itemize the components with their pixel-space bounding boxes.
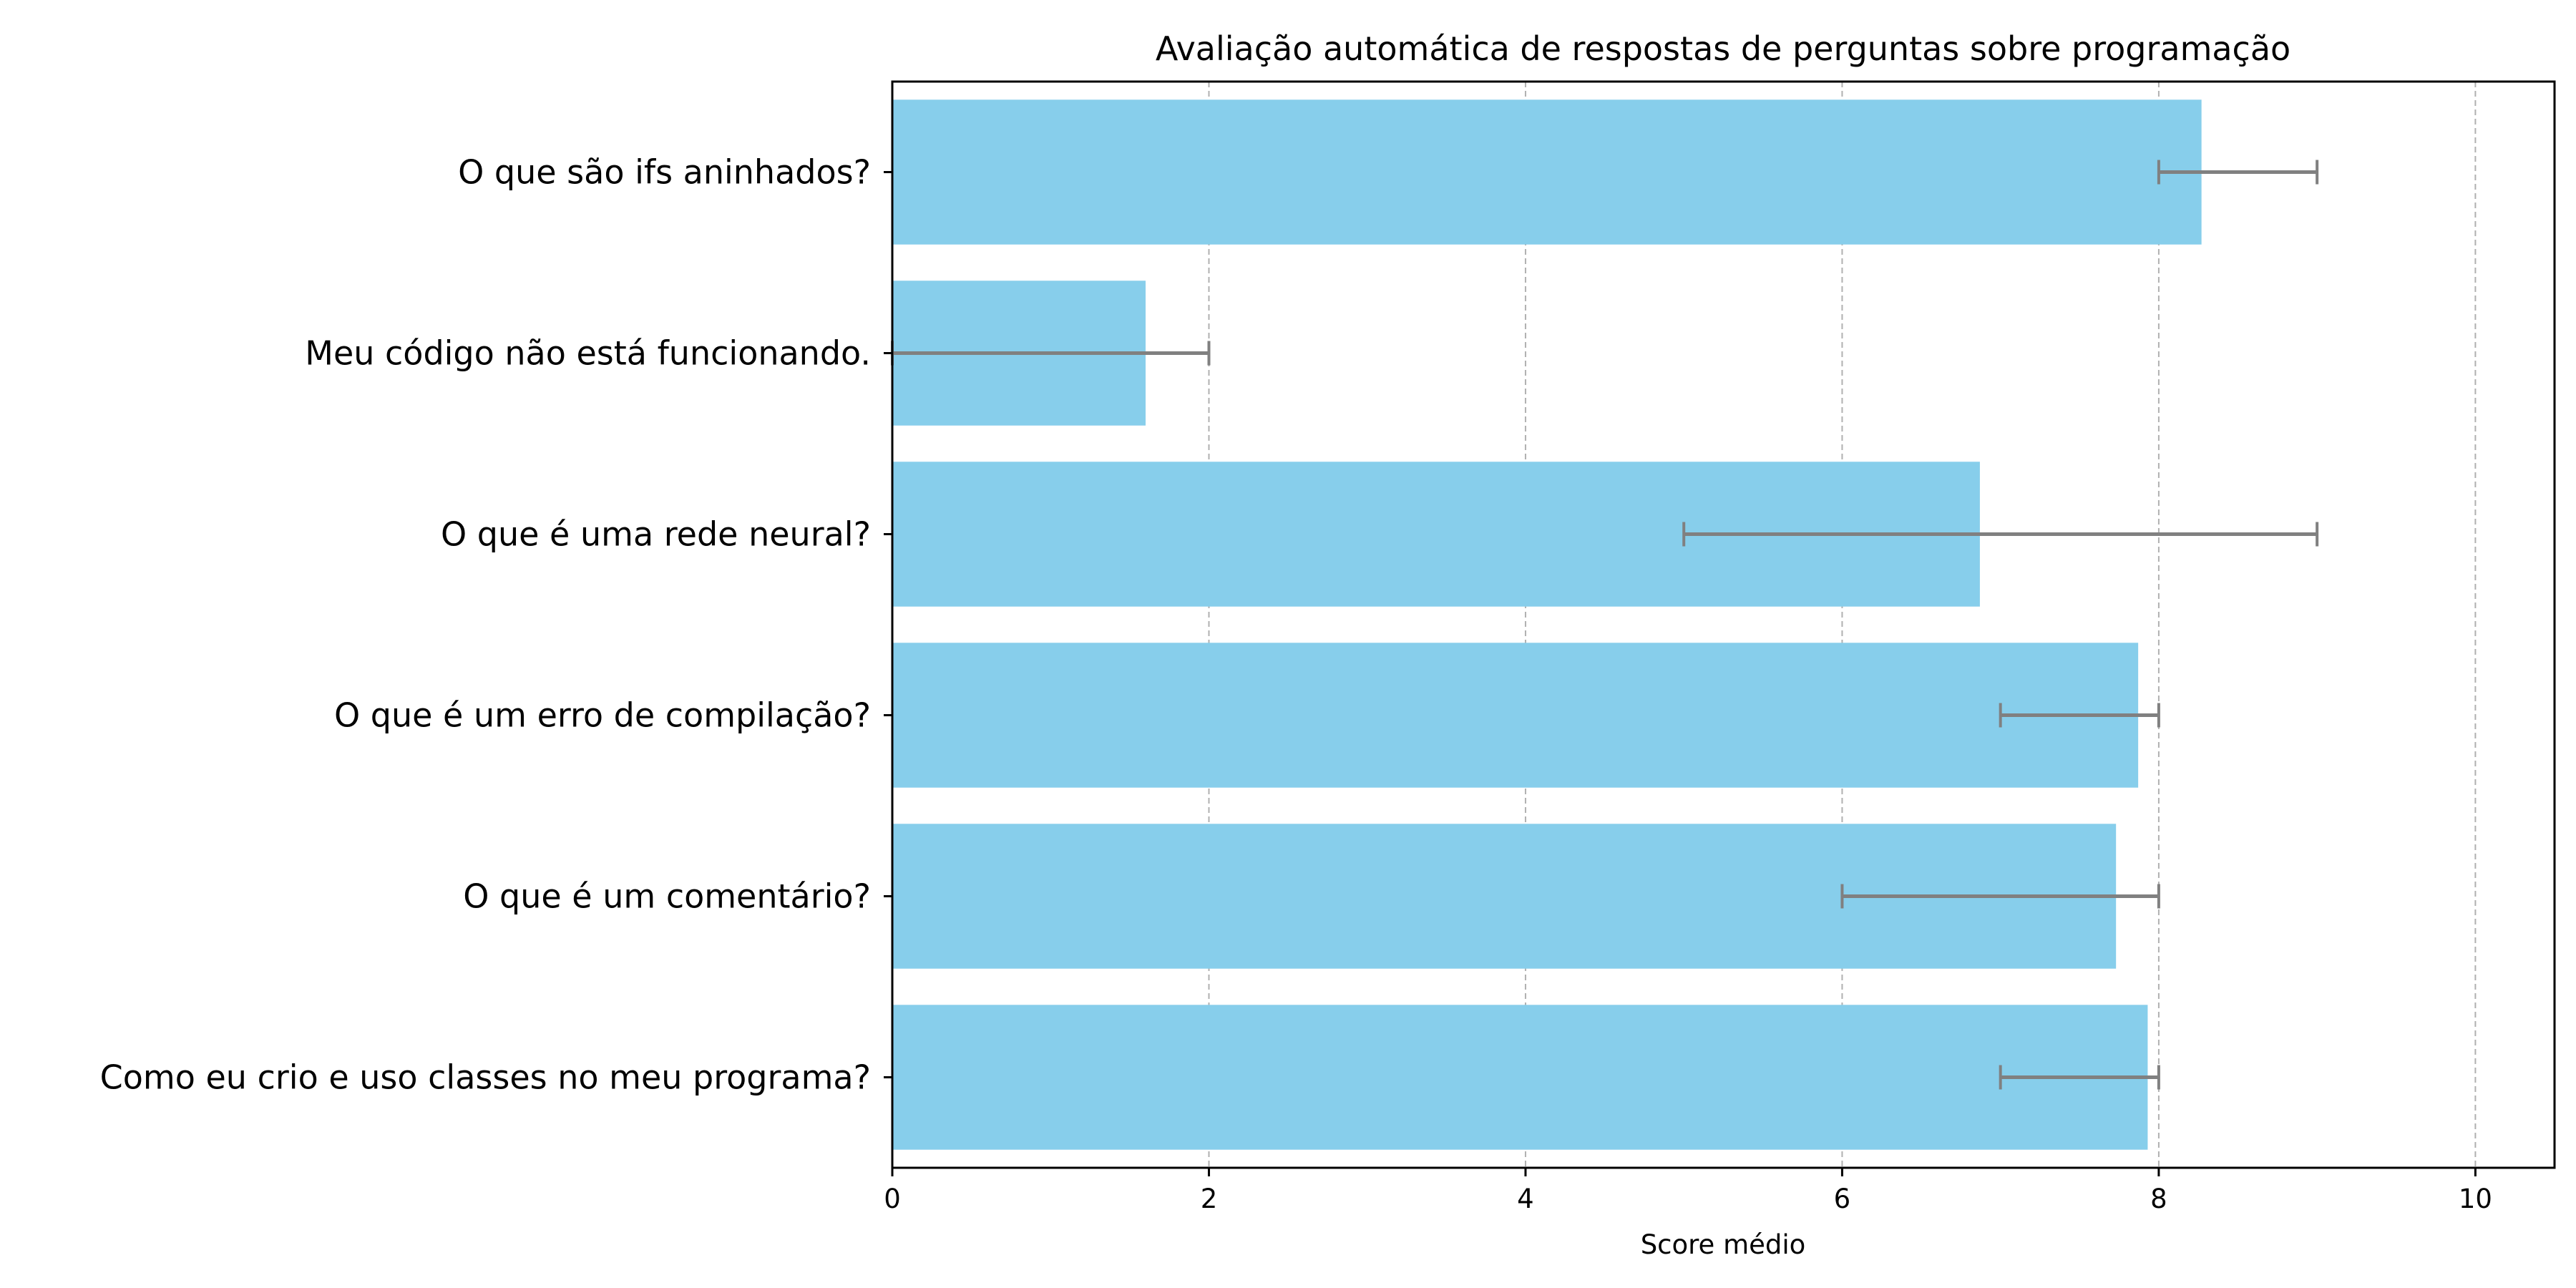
x-tick-label: 4 xyxy=(1517,1184,1534,1214)
bar xyxy=(892,99,2202,245)
bars xyxy=(892,99,2202,1150)
error-bar xyxy=(1999,1065,2160,1090)
x-tick-label: 0 xyxy=(884,1184,901,1214)
x-tick-label: 8 xyxy=(2150,1184,2167,1214)
x-tick-label: 10 xyxy=(2459,1184,2492,1214)
bar xyxy=(892,643,2139,788)
bar xyxy=(892,1005,2148,1150)
plot-frame xyxy=(891,80,2556,1169)
category-label: Como eu crio e uso classes no meu progra… xyxy=(100,1058,871,1097)
x-tick-label: 2 xyxy=(1201,1184,1218,1214)
y-axis-ticks: O que são ifs aninhados? Meu código não e… xyxy=(100,153,892,1097)
category-label: Meu código não está funcionando. xyxy=(305,334,871,373)
error-bar xyxy=(1999,703,2160,728)
error-bar xyxy=(1682,522,2319,547)
error-bars xyxy=(891,160,2319,1090)
chart-title: Avaliação automática de respostas de per… xyxy=(1156,29,2290,68)
category-label: O que é uma rede neural? xyxy=(441,515,871,554)
error-bar xyxy=(1840,884,2160,909)
category-label: O que é um erro de compilação? xyxy=(334,696,871,735)
error-bar xyxy=(2157,160,2319,185)
x-axis-label: Score médio xyxy=(1641,1229,1806,1260)
x-axis-ticks: 0 2 4 6 8 10 xyxy=(884,1168,2492,1214)
category-label: O que são ifs aninhados? xyxy=(458,153,871,192)
category-label: O que é um comentário? xyxy=(463,877,871,916)
x-tick-label: 6 xyxy=(1834,1184,1851,1214)
